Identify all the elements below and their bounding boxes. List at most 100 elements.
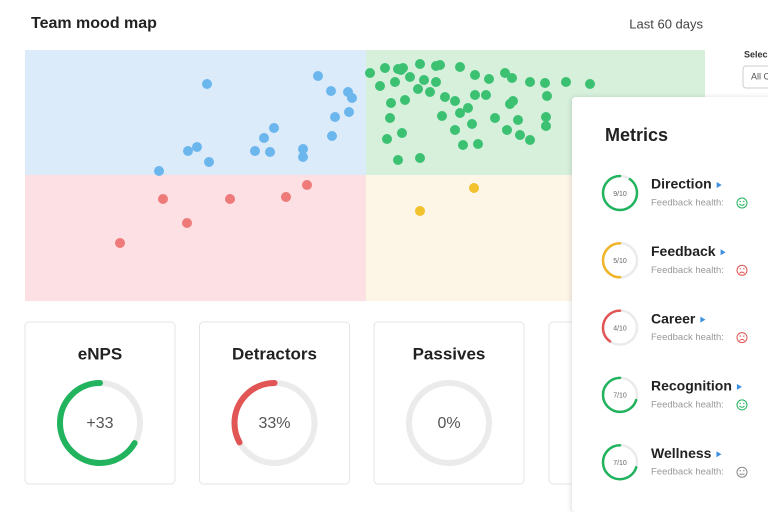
card-title: Detractors: [232, 344, 317, 363]
mood-dot: [413, 84, 423, 94]
health-eye: [743, 402, 745, 405]
health-eye: [743, 268, 745, 270]
period[interactable]: Last 60 days: [629, 16, 703, 31]
gauge-track: [406, 380, 492, 466]
mood-dot: [541, 112, 551, 122]
mood-dot: [458, 140, 468, 150]
health-mouth: [739, 203, 745, 206]
mood-dot: [437, 111, 447, 121]
mood-dot: [396, 65, 406, 75]
mood-dot: [515, 130, 525, 140]
mood-dot: [393, 155, 403, 165]
health-icon: [736, 332, 748, 344]
mood-dot: [470, 90, 480, 100]
mood-dot: [508, 96, 518, 106]
health-mouth: [739, 338, 745, 341]
mood-dot: [302, 180, 312, 190]
mood-dot: [400, 95, 410, 105]
health-icon: [736, 264, 748, 276]
card-title: eNPS: [78, 344, 122, 363]
mood-dot: [469, 183, 479, 193]
mood-dot: [425, 87, 435, 97]
gauge-arc: [231, 380, 318, 466]
health-mouth: [739, 405, 745, 408]
mood-dot: [542, 91, 552, 101]
mood-dot: [259, 133, 269, 143]
metric-arrow[interactable]: [716, 451, 722, 458]
mood-dot: [415, 206, 425, 216]
metric-arrow[interactable]: [736, 383, 742, 390]
mood-dot: [380, 63, 390, 73]
health-eye: [743, 335, 745, 337]
metric-arrow[interactable]: [720, 249, 726, 256]
metric-score: 7/10: [613, 460, 627, 467]
gauge-arc: [601, 443, 639, 481]
select-box[interactable]: [742, 65, 768, 89]
metric-score: 9/10: [613, 191, 627, 198]
health-label: Feedback health:: [651, 332, 724, 343]
mood-dot: [585, 79, 595, 89]
mood-dots: [115, 59, 595, 248]
metric-name[interactable]: Direction: [651, 176, 712, 192]
metric-score: 4/10: [613, 325, 627, 332]
health-icon: [736, 399, 748, 411]
health-label: Feedback health:: [651, 467, 724, 478]
select-label: Selec: [744, 49, 768, 59]
mood-dot: [192, 142, 202, 152]
mood-dot: [415, 59, 425, 69]
mood-dot: [440, 92, 450, 102]
mood-dot: [115, 238, 125, 248]
gauge-arc: [601, 174, 639, 212]
mood-dot: [326, 86, 336, 96]
health-eye: [739, 470, 741, 472]
gauge-arc: [601, 242, 639, 279]
health-eye: [743, 200, 745, 203]
health-label: Feedback health:: [651, 198, 724, 209]
card-title: Passives: [413, 344, 486, 363]
mood-dot: [298, 144, 308, 154]
health-eye: [739, 335, 741, 337]
mood-dot: [473, 139, 483, 149]
mood-dot: [419, 75, 429, 85]
mood-dot: [450, 125, 460, 135]
metric-arrow[interactable]: [716, 182, 722, 188]
health-label: Feedback health:: [651, 265, 724, 276]
mood-dot: [204, 157, 214, 167]
mood-dot: [344, 107, 354, 117]
mood-dot: [265, 147, 275, 157]
mood-dot: [182, 218, 192, 228]
mood-dot: [202, 79, 212, 89]
mood-dot: [298, 152, 308, 162]
mood-dot: [225, 194, 235, 204]
metric-name[interactable]: Recognition: [651, 378, 732, 394]
quadrant: [25, 50, 366, 175]
metric-name[interactable]: Career: [651, 310, 696, 326]
mood-dot: [500, 68, 510, 78]
mood-dot: [540, 78, 550, 88]
mood-dot: [431, 77, 441, 87]
mood-dot: [484, 74, 494, 84]
mood-dot: [450, 96, 460, 106]
card-value: +33: [86, 415, 113, 432]
mood-dot: [158, 194, 168, 204]
panel-title: Metrics: [605, 125, 668, 145]
mood-dot: [455, 108, 465, 118]
mood-dot: [390, 77, 400, 87]
health-icon: [736, 197, 748, 209]
health-eye: [743, 470, 745, 472]
metric-name[interactable]: Wellness: [651, 445, 712, 461]
metric-name[interactable]: Feedback: [651, 243, 716, 259]
mood-dot: [490, 113, 500, 123]
mood-dot: [455, 62, 465, 72]
mood-dot: [502, 125, 512, 135]
mood-dot: [183, 146, 193, 156]
mood-dot: [313, 71, 323, 81]
mood-dot: [385, 113, 395, 123]
mood-dot: [375, 81, 385, 91]
select-value[interactable]: All C: [751, 71, 768, 81]
mood-dot: [481, 90, 491, 100]
metrics-panel: Metrics 9/10 Direction Feedback health: 5/1…: [572, 97, 768, 512]
metric-arrow[interactable]: [700, 316, 706, 323]
panel-bg: [572, 97, 768, 512]
